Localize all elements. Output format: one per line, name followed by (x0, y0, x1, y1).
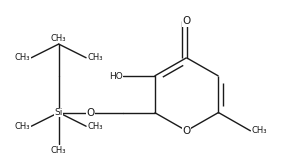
Text: Si: Si (55, 108, 63, 117)
Text: CH₃: CH₃ (15, 122, 30, 131)
Text: HO: HO (109, 72, 123, 80)
Text: CH₃: CH₃ (51, 146, 66, 155)
Text: CH₃: CH₃ (87, 53, 103, 62)
Text: O: O (87, 108, 95, 118)
Text: CH₃: CH₃ (87, 122, 103, 131)
Text: O: O (182, 126, 191, 136)
Text: CH₃: CH₃ (15, 53, 30, 62)
Text: O: O (182, 16, 191, 26)
Text: CH₃: CH₃ (51, 34, 66, 43)
Text: CH₃: CH₃ (252, 126, 267, 135)
